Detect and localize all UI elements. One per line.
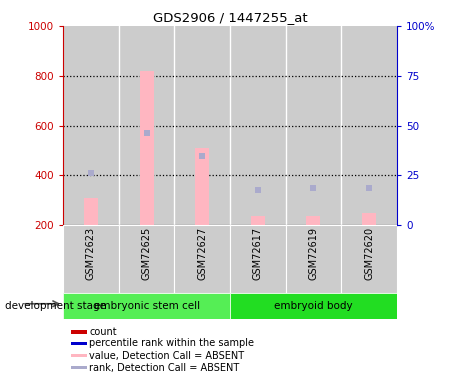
Bar — [71, 330, 87, 334]
Bar — [71, 354, 87, 357]
Bar — [71, 366, 87, 369]
Text: GSM72627: GSM72627 — [197, 227, 207, 280]
Bar — [175, 26, 230, 225]
Bar — [341, 225, 397, 292]
Bar — [195, 148, 209, 225]
Bar — [341, 26, 397, 225]
Text: embryonic stem cell: embryonic stem cell — [93, 301, 200, 310]
Text: count: count — [89, 327, 117, 337]
Bar — [63, 225, 119, 292]
Text: GSM72617: GSM72617 — [253, 227, 263, 280]
Text: GSM72620: GSM72620 — [364, 227, 374, 280]
Title: GDS2906 / 1447255_at: GDS2906 / 1447255_at — [153, 11, 307, 24]
Bar — [84, 198, 98, 225]
Bar — [230, 292, 397, 319]
Text: rank, Detection Call = ABSENT: rank, Detection Call = ABSENT — [89, 363, 239, 373]
Bar — [230, 26, 285, 225]
Bar — [307, 216, 320, 225]
Bar — [140, 71, 153, 225]
Bar — [63, 292, 230, 319]
Bar — [175, 225, 230, 292]
Bar — [230, 225, 285, 292]
Bar — [285, 26, 341, 225]
Text: percentile rank within the sample: percentile rank within the sample — [89, 339, 254, 348]
Bar — [362, 213, 376, 225]
Text: embryoid body: embryoid body — [274, 301, 353, 310]
Bar — [119, 225, 175, 292]
Bar — [71, 342, 87, 345]
Text: value, Detection Call = ABSENT: value, Detection Call = ABSENT — [89, 351, 244, 361]
Bar — [285, 225, 341, 292]
Text: GSM72625: GSM72625 — [142, 227, 152, 280]
Bar — [251, 216, 265, 225]
Bar — [63, 26, 119, 225]
Text: GSM72623: GSM72623 — [86, 227, 96, 280]
Text: GSM72619: GSM72619 — [308, 227, 318, 280]
Text: development stage: development stage — [5, 301, 106, 310]
Bar — [119, 26, 175, 225]
